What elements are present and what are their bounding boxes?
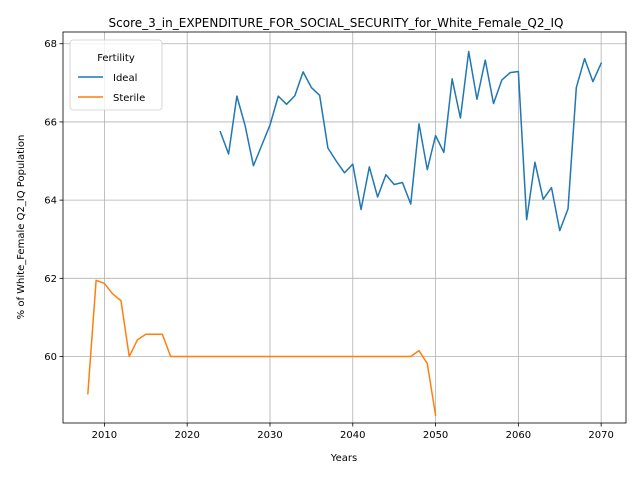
legend-label-sterile: Sterile (113, 93, 145, 104)
x-tick-label: 2020 (174, 430, 199, 441)
y-tick-label: 60 (44, 352, 57, 363)
y-tick-label: 62 (44, 274, 57, 285)
plot-frame (62, 31, 627, 424)
x-tick-label: 2070 (588, 430, 613, 441)
series-layer (87, 50, 603, 417)
x-tick-label: 2010 (92, 430, 117, 441)
legend-box (69, 39, 163, 111)
legend: Fertility Ideal Sterile (69, 39, 163, 111)
y-tick-label: 66 (44, 117, 57, 128)
x-tick-label: 2040 (340, 430, 365, 441)
x-axis: 2010 2020 2030 2040 2050 2060 2070 (92, 423, 614, 441)
chart-title: Score_3_in_EXPENDITURE_FOR_SOCIAL_SECURI… (109, 16, 564, 30)
y-tick-label: 68 (44, 39, 57, 50)
y-tick-label: 64 (44, 196, 57, 207)
legend-label-ideal: Ideal (113, 73, 137, 84)
x-tick-label: 2050 (423, 430, 448, 441)
y-axis: 60 62 64 66 68 (44, 39, 63, 363)
series-line-ideal (219, 50, 603, 232)
series-line-sterile (87, 279, 437, 417)
x-tick-label: 2030 (257, 430, 282, 441)
y-axis-label: % of White_Female Q2_IQ Population (16, 135, 27, 320)
legend-title: Fertility (97, 53, 135, 64)
x-tick-label: 2060 (506, 430, 531, 441)
x-axis-label: Years (330, 453, 357, 464)
